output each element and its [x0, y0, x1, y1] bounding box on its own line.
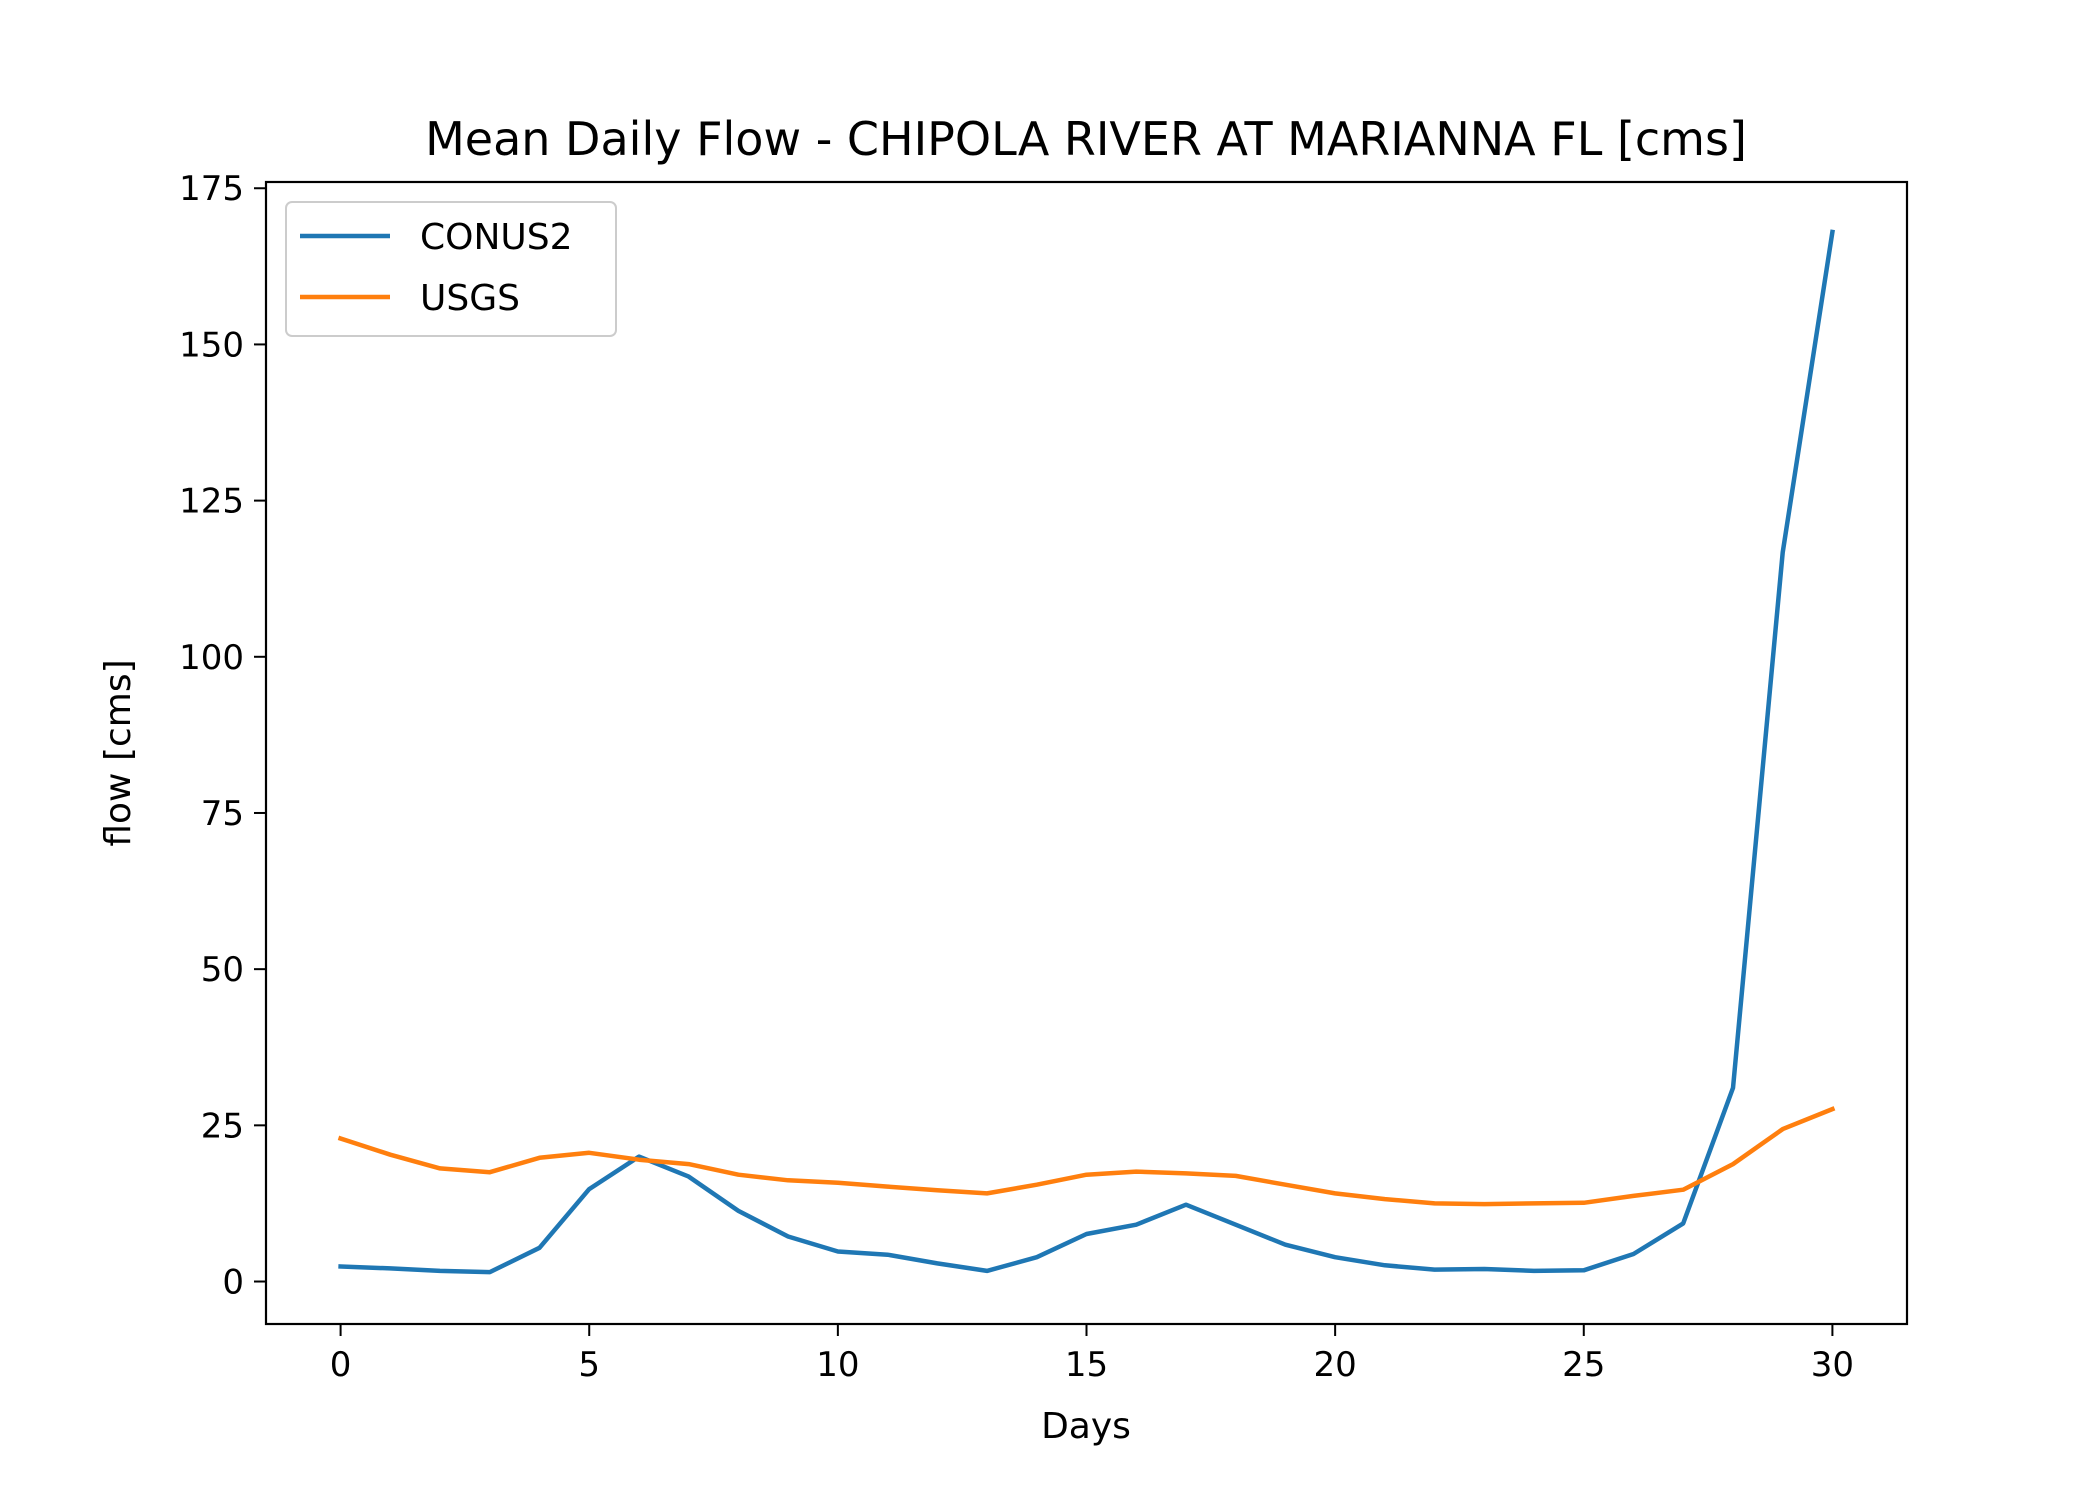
x-tick-label-5: 5 — [578, 1345, 600, 1385]
y-tick-label-50: 50 — [201, 950, 244, 990]
y-tick-label-25: 25 — [201, 1106, 244, 1146]
x-tick-label-10: 10 — [816, 1345, 859, 1385]
y-tick-label-100: 100 — [179, 638, 244, 678]
y-tick-label-75: 75 — [201, 794, 244, 834]
x-tick-label-0: 0 — [330, 1345, 352, 1385]
y-axis-label: flow [cms] — [98, 659, 139, 846]
x-axis-label: Days — [1041, 1406, 1131, 1447]
y-tick-label-125: 125 — [179, 482, 244, 522]
legend-label-usgs: USGS — [420, 278, 520, 319]
x-axis-ticks: 0 5 10 15 20 25 30 — [330, 1324, 1854, 1385]
legend: CONUS2 USGS — [285, 201, 617, 337]
y-tick-label-0: 0 — [222, 1263, 244, 1303]
x-tick-label-25: 25 — [1562, 1345, 1605, 1385]
x-tick-label-15: 15 — [1065, 1345, 1108, 1385]
x-tick-label-20: 20 — [1314, 1345, 1357, 1385]
y-axis-ticks: 0 25 50 75 100 125 150 175 — [179, 169, 266, 1303]
series-layer — [337, 229, 1836, 1275]
y-tick-label-175: 175 — [179, 169, 244, 209]
series-line-conus2 — [338, 229, 1835, 1275]
series-line-usgs — [337, 1106, 1836, 1207]
legend-label-conus2: CONUS2 — [420, 217, 573, 258]
chart-title: Mean Daily Flow - CHIPOLA RIVER AT MARIA… — [425, 112, 1747, 166]
y-tick-label-150: 150 — [179, 325, 244, 365]
plot-area — [266, 182, 1907, 1324]
x-tick-label-30: 30 — [1811, 1345, 1854, 1385]
